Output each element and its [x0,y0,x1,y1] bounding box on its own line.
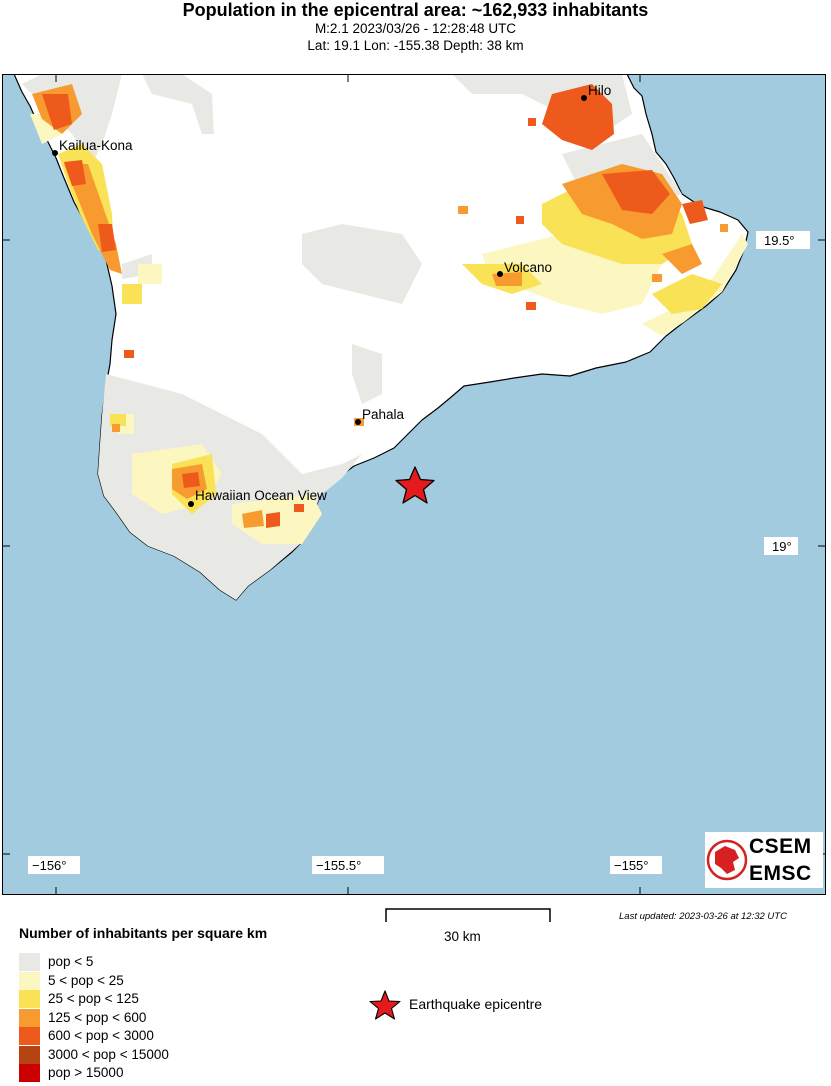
legend-epicenter-label: Earthquake epicentre [409,996,543,1012]
city-volcano: Volcano [497,260,552,277]
lon-label-156: −156° [32,858,66,873]
legend-label: pop > 15000 [48,1065,124,1080]
legend-swatch [19,1045,40,1064]
population-map: 19.5° 19° −156° −155.5° −155° Hilo Kailu… [2,74,826,895]
csem-emsc-logo: CSEM EMSC [705,832,823,888]
city-label-hilo: Hilo [588,83,611,98]
legend-swatch [19,1008,40,1027]
last-updated: Last updated: 2023-03-26 at 12:32 UTC [619,911,787,922]
legend-label: pop < 5 [48,954,94,969]
city-hilo: Hilo [581,83,611,101]
legend-swatch [19,953,40,971]
city-pahala: Pahala [355,407,405,425]
scale-bar [385,908,551,922]
legend-swatch [19,1064,40,1082]
city-label-pahala: Pahala [362,407,405,422]
legend-label: 25 < pop < 125 [48,991,139,1006]
city-label-hawaiian-ocean-view: Hawaiian Ocean View [195,488,327,503]
location-info: Lat: 19.1 Lon: -155.38 Depth: 38 km [307,38,524,53]
logo-csem: CSEM [749,835,812,858]
map-header: Population in the epicentral area: ~162,… [0,0,831,54]
legend-title: Number of inhabitants per square km [19,925,268,941]
pop-600-3000-areas [42,84,708,528]
scale-label: 30 km [444,929,481,944]
map-title: Population in the epicentral area: ~162,… [182,0,649,20]
globe-icon [706,839,748,881]
city-hawaiian-ocean-view: Hawaiian Ocean View [188,488,327,507]
lat-label-19: 19° [772,539,792,554]
city-kailua-kona: Kailua-Kona [52,138,133,156]
event-info: M:2.1 2023/03/26 - 12:28:48 UTC [314,21,517,36]
lat-label-19-5: 19.5° [764,233,795,248]
city-label-kailua-kona: Kailua-Kona [59,138,133,153]
legend-label: 125 < pop < 600 [48,1009,147,1025]
lon-label-155-5: −155.5° [316,858,361,873]
legend-label: 600 < pop < 3000 [48,1028,154,1043]
legend-swatch [19,971,40,990]
lon-label-155: −155° [614,858,648,873]
legend-swatch [19,1027,40,1045]
legend-label: 5 < pop < 25 [48,972,124,988]
legend-label: 3000 < pop < 15000 [48,1046,169,1062]
epicenter-star-icon [395,466,435,504]
legend-epicenter-star-icon [369,990,401,1020]
legend-swatch [19,990,40,1008]
graticule-ticks [2,74,826,895]
map-frame [2,74,826,895]
logo-emsc: EMSC [749,862,812,885]
city-label-volcano: Volcano [504,260,552,275]
